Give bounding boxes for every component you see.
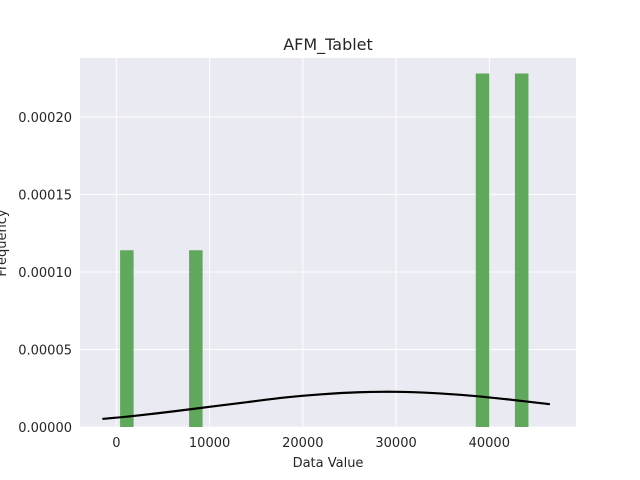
x-tick-label: 0	[112, 436, 120, 451]
y-tick-label: 0.00020	[18, 111, 72, 126]
histogram-bar	[120, 250, 134, 427]
y-tick-label: 0.00005	[18, 343, 72, 358]
y-axis-label: Frequency	[0, 209, 10, 276]
y-tick-label: 0.00010	[18, 266, 72, 281]
x-axis-label: Data Value	[293, 456, 364, 471]
y-tick-label: 0.00000	[18, 421, 72, 436]
histogram-bars	[120, 73, 529, 427]
chart-title: AFM_Tablet	[283, 35, 373, 55]
x-tick-label: 20000	[282, 436, 323, 451]
x-tick-label: 40000	[469, 436, 510, 451]
x-tick-label: 10000	[189, 436, 230, 451]
histogram-bar	[189, 250, 203, 427]
histogram-bar	[514, 73, 529, 427]
histogram-bar	[475, 73, 490, 427]
y-tick-labels: 0.00000 0.00005 0.00010 0.00015 0.00020	[18, 111, 72, 436]
x-tick-labels: 0 10000 20000 30000 40000	[112, 436, 510, 451]
x-tick-label: 30000	[375, 436, 416, 451]
plot-area	[80, 58, 576, 427]
density-curve	[102, 390, 551, 421]
y-tick-label: 0.00015	[18, 188, 72, 203]
